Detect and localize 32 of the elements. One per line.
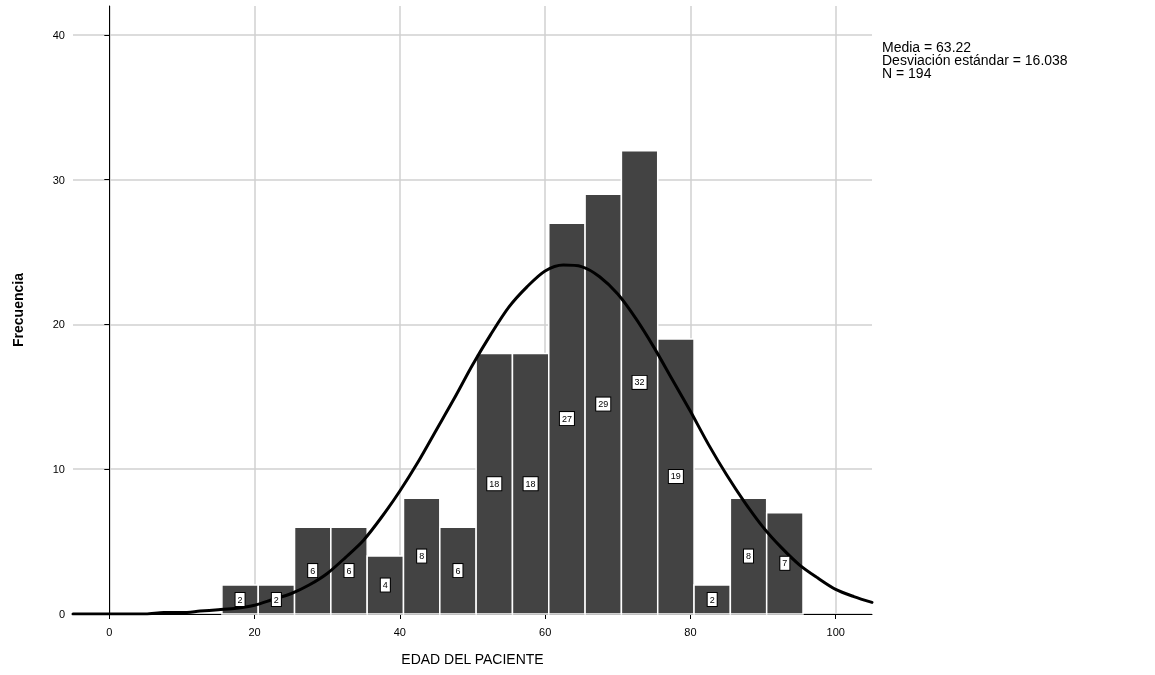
data-label: 2 [273, 594, 279, 605]
x-tick-label: 40 [393, 625, 406, 638]
data-label: 7 [782, 558, 788, 569]
x-axis-title: EDAD DEL PACIENTE [401, 651, 544, 667]
data-label: 8 [746, 551, 752, 562]
data-label: 6 [310, 565, 316, 576]
data-label: 6 [346, 565, 352, 576]
y-tick-label: 40 [52, 28, 65, 41]
x-tick-label: 100 [826, 625, 845, 638]
y-tick-label: 0 [58, 608, 65, 620]
text: N = 194 [882, 65, 932, 81]
data-label: 29 [598, 399, 609, 410]
data-label: 32 [634, 377, 645, 388]
data-label: 8 [419, 551, 425, 562]
x-tick-label: 20 [248, 625, 261, 638]
y-axis-title: Frecuencia [10, 272, 26, 347]
x-tick-label: 0 [106, 625, 113, 638]
y-tick-label: 20 [52, 318, 65, 331]
y-tick-label: 10 [52, 463, 65, 476]
x-tick-label: 80 [684, 625, 697, 638]
x-tick-label: 60 [539, 625, 552, 638]
data-label: 2 [237, 594, 243, 605]
data-label: 18 [525, 478, 536, 489]
data-label: 27 [561, 413, 572, 424]
text: Desviación estándar = 16.038 [882, 52, 1068, 68]
data-label: 4 [382, 580, 388, 591]
data-label: 19 [670, 471, 681, 482]
text: Media = 63.22 [882, 39, 972, 55]
data-label: 18 [489, 478, 500, 489]
data-label: 6 [455, 565, 461, 576]
data-label: 2 [709, 594, 715, 605]
y-tick-label: 30 [52, 173, 65, 186]
